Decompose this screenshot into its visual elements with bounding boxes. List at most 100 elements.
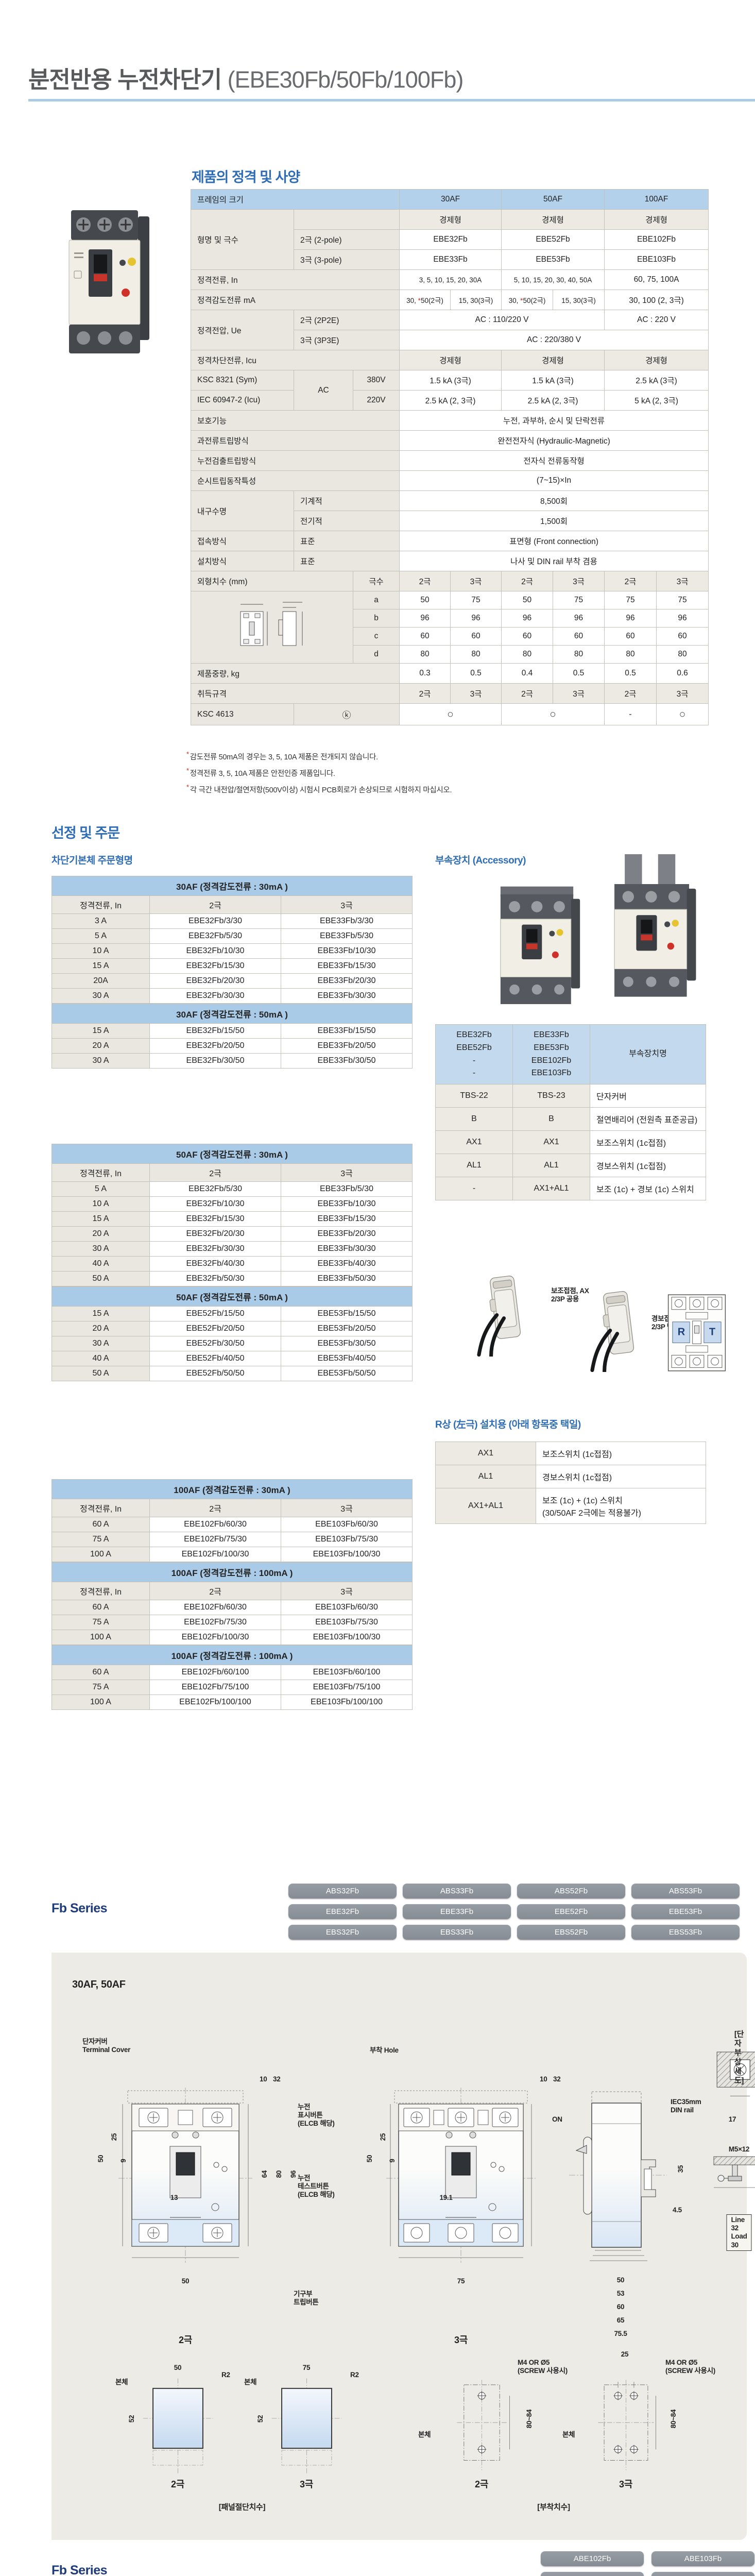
r-pole-label: R xyxy=(677,1326,685,1338)
t-pole-label: T xyxy=(709,1326,716,1338)
table-row: 3극 (3P3E) AC : 220/380 V xyxy=(191,330,709,350)
order-rating-cell: 75 A xyxy=(52,1532,150,1547)
drawing-label: 부착 Hole xyxy=(370,2046,399,2054)
table-row: 15 A EBE52Fb/15/50 EBE53Fb/15/50 xyxy=(52,1306,413,1321)
asterisk-icon: * xyxy=(186,783,189,791)
dimension-label: 80~84 xyxy=(669,2409,677,2429)
order-table: 100AF (정격감도전류 : 30mA ) 정격전류, In 2극 3극 60 A EB… xyxy=(51,1479,413,1562)
table-row: 40 A EBE52Fb/40/50 EBE53Fb/40/50 xyxy=(52,1351,413,1366)
order-model-cell: EBE102Fb/75/100 xyxy=(149,1680,281,1695)
table-row: AX1+AL1 보조 (1c) + (1c) 스위치 (30/50AF 2극에는 … xyxy=(435,1488,706,1524)
table-row: 15 A EBE32Fb/15/30 EBE33Fb/15/30 xyxy=(52,1211,413,1227)
order-model-cell: EBE103Fb/60/30 xyxy=(280,1600,413,1615)
dimension-label: 75 xyxy=(302,2364,311,2371)
order-model-cell: EBE33Fb/30/30 xyxy=(281,988,413,1004)
order-col-header: 2극 xyxy=(149,1499,281,1517)
order-model-cell: EBE33Fb/20/30 xyxy=(281,973,413,989)
order-rating-cell: 75 A xyxy=(52,1680,150,1695)
dimension-label: 19.1 xyxy=(439,2194,453,2201)
table-row: 순시트립동작특성 (7~15)×In xyxy=(190,470,709,491)
drawing-label: R2 xyxy=(350,2371,359,2379)
table-row: 제품중량, kg 0.3 0.5 0.4 0.5 0.5 0.6 xyxy=(190,663,709,684)
table-cell: B xyxy=(435,1107,513,1131)
dimension-label: 60 xyxy=(616,2303,625,2311)
order-col-header: 3극 xyxy=(280,1499,413,1517)
dimension-label: 50 xyxy=(365,2155,373,2163)
table-row: 5 A EBE32Fb/5/30 EBE33Fb/5/30 xyxy=(52,1181,413,1197)
order-model-cell: EBE103Fb/75/100 xyxy=(280,1680,413,1695)
order-model-cell: EBE33Fb/15/50 xyxy=(281,1023,413,1039)
order-model-cell: EBE32Fb/5/30 xyxy=(149,928,281,944)
drawing-label: 3극 xyxy=(619,2479,632,2489)
model-button-ebs33fb: EBS33Fb xyxy=(403,1925,511,1940)
accessory-models-col1: EBE32Fb EBE52Fb - - xyxy=(435,1024,513,1085)
drawing-label: 3극 xyxy=(454,2335,468,2345)
model-button-ebs32fb: EBS32Fb xyxy=(288,1925,397,1940)
table-row: 20 A EBE32Fb/20/30 EBE33Fb/20/30 xyxy=(52,1226,413,1242)
drawing-label: 본체 xyxy=(562,2431,575,2438)
order-table-header: 50AF (정격감도전류 : 30mA ) xyxy=(52,1144,413,1164)
order-col-header: 2극 xyxy=(149,895,281,914)
fb-series-title-1: Fb Series xyxy=(52,1901,108,1916)
model-button-abs52fb: ABS52Fb xyxy=(517,1884,625,1899)
drawing-label: 30AF, 50AF xyxy=(72,1979,126,1990)
dimension-label: 80 xyxy=(274,2170,283,2178)
table-row: B B 절연배리어 (전원측 표준공급) xyxy=(435,1107,706,1131)
order-model-cell: EBE32Fb/30/30 xyxy=(149,988,281,1004)
accessory-name-header: 부속장치명 xyxy=(590,1024,706,1085)
order-model-cell: EBE52Fb/30/50 xyxy=(149,1336,281,1351)
front-view-2pole-drawing xyxy=(118,2088,252,2263)
table-cell: 절연배리어 (전원측 표준공급) xyxy=(590,1107,706,1131)
order-rating-cell: 5 A xyxy=(52,1181,150,1197)
order-table: 50AF (정격감도전류 : 50mA ) 15 A EBE52Fb/15/50 EB… xyxy=(52,1286,413,1381)
dimension-label: 4.5 xyxy=(673,2206,682,2214)
table-cell: AL1 xyxy=(435,1154,513,1178)
dimension-label: 52 xyxy=(256,2415,264,2423)
order-model-cell: EBE52Fb/40/50 xyxy=(149,1351,281,1366)
order-col-header: 정격전류, In xyxy=(52,1582,150,1600)
order-col-header: 정격전류, In xyxy=(52,1499,150,1517)
order-rating-cell: 3 A xyxy=(52,913,150,929)
table-row: 설치방식 표준 나사 및 DIN rail 부착 겸용 xyxy=(191,551,709,571)
terminal-hole-detail xyxy=(701,2044,755,2110)
footnote: * 정격전류 3, 5, 10A 제품은 안전인증 제품입니다. xyxy=(186,766,335,778)
rphase-table: AX1 보조스위치 (1c접점) AL1 경보스위치 (1c접점) AX1+AL1 보조 … xyxy=(435,1442,706,1524)
asterisk-icon: * xyxy=(186,750,189,758)
order-section-title: 선정 및 주문 xyxy=(52,825,120,841)
order-model-cell: EBE102Fb/100/30 xyxy=(149,1547,281,1562)
order-col-header: 정격전류, In xyxy=(52,895,150,914)
dimension-label: 10 xyxy=(540,2075,547,2083)
table-cell: 보조 (1c) + (1c) 스위치 (30/50AF 2극에는 적용불가) xyxy=(536,1488,706,1524)
order-model-cell: EBE53Fb/15/50 xyxy=(281,1306,413,1321)
drawing-label: 본체 xyxy=(115,2378,128,2386)
order-rating-cell: 20 A xyxy=(52,1226,150,1242)
dimension-label: 50 xyxy=(96,2155,105,2163)
panel-cutout-2pole xyxy=(138,2378,218,2473)
accessory-gallery: 보조접점, AX 2/3P 공용 경보접점, AL 2/3P 별도 R T xyxy=(435,1257,706,1417)
order-col-header: 3극 xyxy=(281,1163,413,1182)
dimension-label: 64 xyxy=(260,2170,268,2178)
table-row: IEC 60947-2 (Icu) 220V 2.5 kA (2, 3극) 2.… xyxy=(191,390,709,411)
model-button-grid-2: ABE102FbABE103FbABS102FbABS103FbEBE102Fb… xyxy=(541,2551,755,2576)
order-model-cell: EBE32Fb/20/30 xyxy=(149,1226,281,1242)
table-cell: 단자커버 xyxy=(590,1084,706,1108)
dimension-label: 50 xyxy=(174,2364,182,2371)
table-row: AX1 보조스위치 (1c접점) xyxy=(435,1442,706,1465)
table-row: 2극 (2-pole) EBE32Fb EBE52Fb EBE102Fb xyxy=(191,229,709,250)
table-row: 75 A EBE102Fb/75/30 EBE103Fb/75/30 xyxy=(52,1615,413,1630)
spec-section-title: 제품의 정격 및 사양 xyxy=(192,170,300,185)
table-cell: 보조스위치 (1c접점) xyxy=(536,1442,706,1465)
order-model-cell: EBE52Fb/20/50 xyxy=(149,1321,281,1336)
drawing-label: ON xyxy=(552,2115,562,2123)
order-model-cell: EBE33Fb/10/30 xyxy=(281,1196,413,1212)
order-rating-cell: 20 A xyxy=(52,1321,150,1336)
order-rating-cell: 20 A xyxy=(52,1038,150,1054)
model-button-abs103fb: ABS103Fb xyxy=(651,2572,754,2576)
table-row: 3 A EBE32Fb/3/30 EBE33Fb/3/30 xyxy=(52,913,413,929)
order-table: 30AF (정격감도전류 : 30mA ) 정격전류, In 2극 3극 3 A EBE3… xyxy=(52,876,413,1004)
order-rating-cell: 30 A xyxy=(52,1053,150,1069)
table-row: - AX1+AL1 보조 (1c) + 경보 (1c) 스위치 xyxy=(435,1177,706,1201)
table-cell: 보조 (1c) + 경보 (1c) 스위치 xyxy=(590,1177,706,1201)
panel-cutout-3pole xyxy=(267,2378,347,2473)
table-row: AX1 AX1 보조스위치 (1c접점) xyxy=(435,1130,706,1155)
